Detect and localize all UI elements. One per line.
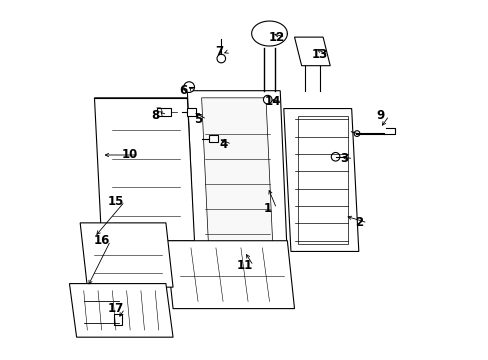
Text: 6: 6 xyxy=(179,84,187,97)
Text: 17: 17 xyxy=(107,302,124,315)
Polygon shape xyxy=(80,223,173,287)
Text: 7: 7 xyxy=(215,45,223,58)
Text: 8: 8 xyxy=(151,109,159,122)
Circle shape xyxy=(183,82,194,93)
Circle shape xyxy=(263,95,271,104)
Text: 1: 1 xyxy=(263,202,271,215)
Text: 14: 14 xyxy=(264,95,281,108)
Bar xyxy=(157,108,171,116)
Polygon shape xyxy=(251,21,287,46)
Text: 5: 5 xyxy=(194,113,202,126)
Bar xyxy=(187,108,196,116)
Polygon shape xyxy=(69,284,173,337)
Polygon shape xyxy=(94,98,194,241)
Polygon shape xyxy=(187,91,287,258)
Polygon shape xyxy=(283,109,358,251)
Text: 11: 11 xyxy=(236,259,252,272)
Text: 4: 4 xyxy=(219,138,227,151)
Polygon shape xyxy=(201,98,272,251)
Circle shape xyxy=(353,131,359,136)
Text: 3: 3 xyxy=(340,152,348,165)
Text: 13: 13 xyxy=(311,49,327,62)
Text: 10: 10 xyxy=(122,148,138,162)
Circle shape xyxy=(217,54,225,63)
Bar xyxy=(114,314,122,325)
Text: 2: 2 xyxy=(354,216,362,229)
Text: 12: 12 xyxy=(268,31,284,44)
Circle shape xyxy=(331,153,339,161)
Polygon shape xyxy=(294,37,329,66)
Polygon shape xyxy=(165,241,294,309)
Bar xyxy=(298,116,347,244)
Bar xyxy=(208,135,217,143)
Text: 15: 15 xyxy=(107,195,124,208)
Text: 16: 16 xyxy=(93,234,110,247)
Text: 9: 9 xyxy=(375,109,384,122)
